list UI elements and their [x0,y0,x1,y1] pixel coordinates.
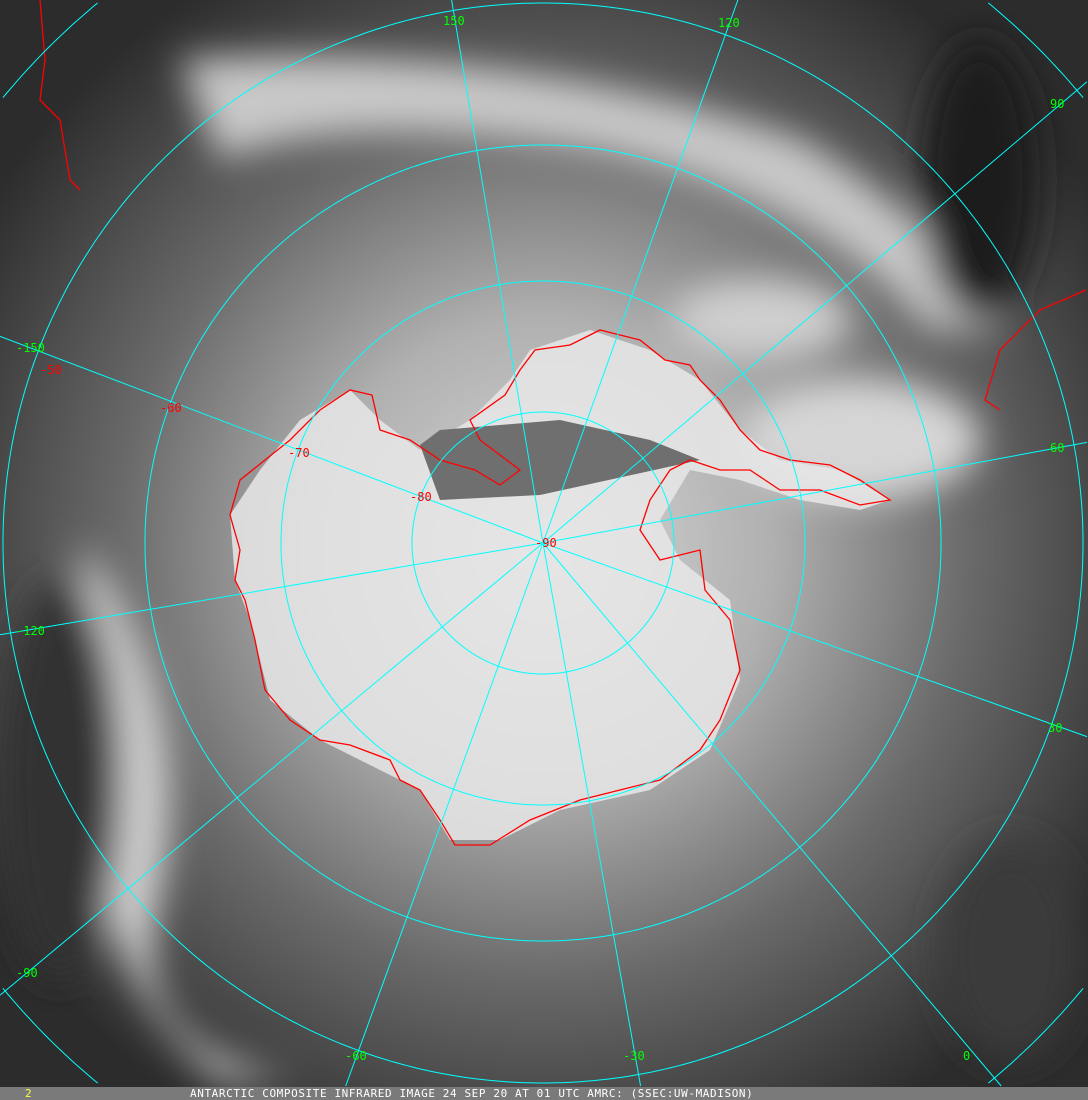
longitude-label: 120 [718,16,740,30]
meridian-line [542,542,642,1087]
meridian-line [542,0,739,544]
latitude-label: -80 [410,490,432,504]
longitude-label: -30 [623,1049,645,1063]
latitude-circle [987,987,1084,1084]
latitude-label: -50 [40,363,62,377]
longitude-label: 150 [443,14,465,28]
longitude-label: 0 [963,1049,970,1063]
latitude-circle [411,411,675,675]
frame-number: 2 [25,1087,32,1100]
latitude-circle [2,987,99,1084]
meridian-line [542,81,1088,544]
longitude-label: -120 [16,624,45,638]
latitude-circle [2,2,1084,1084]
longitude-label: -150 [16,341,45,355]
latitude-label: -60 [160,401,182,415]
coastline-south-america [39,0,1087,411]
meridian-line [542,542,1088,738]
longitude-label: -60 [345,1049,367,1063]
missing-data-wedge [420,420,700,500]
meridian-line [0,542,544,996]
meridian-line [345,542,544,1087]
meridian-line [0,542,544,636]
meridian-line [0,335,544,544]
graticule-labels: 150 120 90 60 30 0 -30 -60 -90 -120 -150 -50 -60 -70 -… [16,14,1064,1063]
longitude-label: 30 [1048,721,1062,735]
meridian-line [451,0,544,544]
latitude-circle [987,2,1084,99]
latitude-circle [280,280,806,806]
longitude-label: 60 [1050,441,1064,455]
latitude-label: -90 [535,536,557,550]
caption-bar: 2 ANTARCTIC COMPOSITE INFRARED IMAGE 24 … [0,1087,1088,1100]
antarctica-landmass [230,330,890,840]
longitude-label: -90 [16,966,38,980]
image-caption: ANTARCTIC COMPOSITE INFRARED IMAGE 24 SE… [190,1087,754,1100]
latitude-circle [144,144,942,942]
meridian-line [542,542,1002,1087]
latitude-circle [2,2,99,99]
meridian-line [542,441,1088,544]
latitude-label: -70 [288,446,310,460]
longitude-label: 90 [1050,97,1064,111]
